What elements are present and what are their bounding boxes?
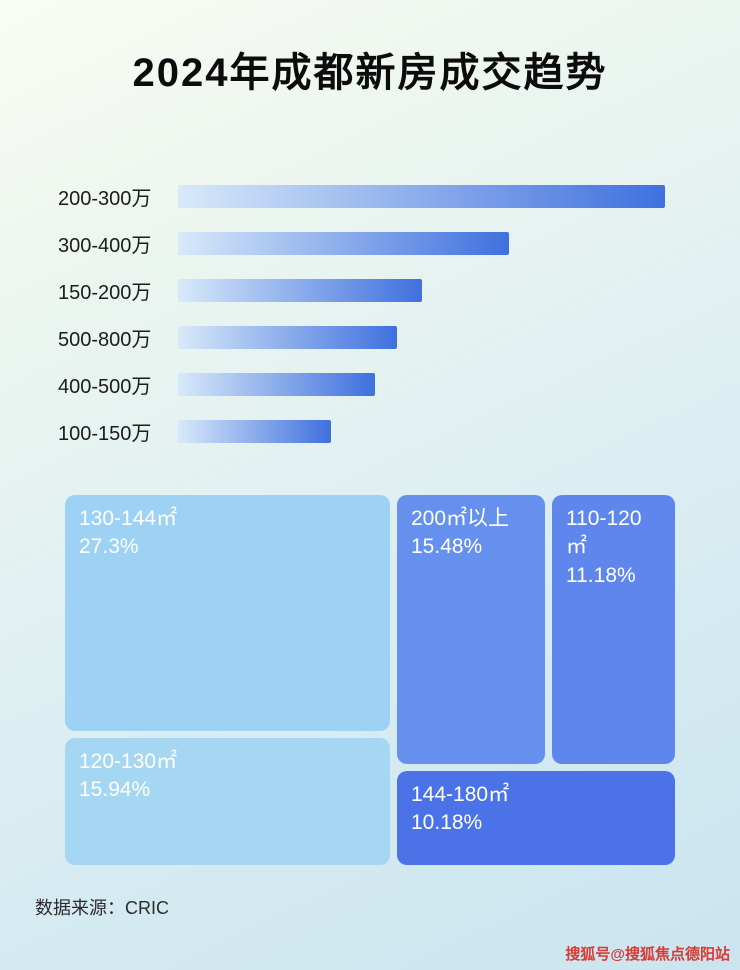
bar-fill [178,372,376,396]
bar-row: 100-150万 [58,419,688,445]
watermark: 搜狐号@搜狐焦点德阳站 [565,946,730,963]
page-title: 2024年成都新房成交趋势 [132,51,608,95]
bar-label: 100-150万 [58,422,152,445]
bar-label: 500-800万 [58,328,152,351]
treemap-block-label: 120-130㎡ [79,750,178,773]
treemap-block-label: 110-120㎡ [566,507,642,559]
bar-track [178,184,665,208]
bar-fill [178,278,422,302]
bar-track [178,231,665,255]
treemap-block-200-plus: 200㎡以上 15.48% [397,495,545,764]
bar-fill [178,325,398,349]
treemap-block-percent: 27.3% [79,535,139,559]
bar-label: 200-300万 [58,187,152,210]
bar-label: 400-500万 [58,375,152,398]
treemap-block-label: 200㎡以上 [411,507,510,530]
bar-row: 200-300万 [58,184,688,210]
bar-fill [178,184,665,208]
treemap-block-percent: 10.18% [411,811,483,835]
bar-track [178,372,665,396]
bar-fill [178,231,510,255]
bar-track [178,325,665,349]
treemap-block-144-180: 144-180㎡ 10.18% [397,771,675,865]
data-source: 数据来源：CRIC [35,898,169,918]
bar-row: 400-500万 [58,372,688,398]
treemap-block-label: 144-180㎡ [411,783,510,806]
treemap-block-percent: 11.18% [566,563,636,587]
treemap-block-120-130: 120-130㎡ 15.94% [65,738,390,865]
bar-fill [178,419,332,443]
treemap-block-110-120: 110-120㎡ 11.18% [552,495,675,764]
treemap-block-percent: 15.94% [79,778,151,802]
bar-track [178,419,665,443]
treemap: 130-144㎡ 27.3% 200㎡以上 15.48% 110-120㎡ 11… [65,495,675,865]
bar-chart: 200-300万 300-400万 150-200万 500-800万 400-500万… [58,184,688,466]
treemap-block-130-144: 130-144㎡ 27.3% [65,495,390,731]
bar-label: 150-200万 [58,281,152,304]
bar-row: 300-400万 [58,231,688,257]
bar-row: 150-200万 [58,278,688,304]
treemap-block-percent: 15.48% [411,535,483,559]
bar-label: 300-400万 [58,234,152,257]
treemap-block-label: 130-144㎡ [79,507,178,530]
bar-row: 500-800万 [58,325,688,351]
bar-track [178,278,665,302]
